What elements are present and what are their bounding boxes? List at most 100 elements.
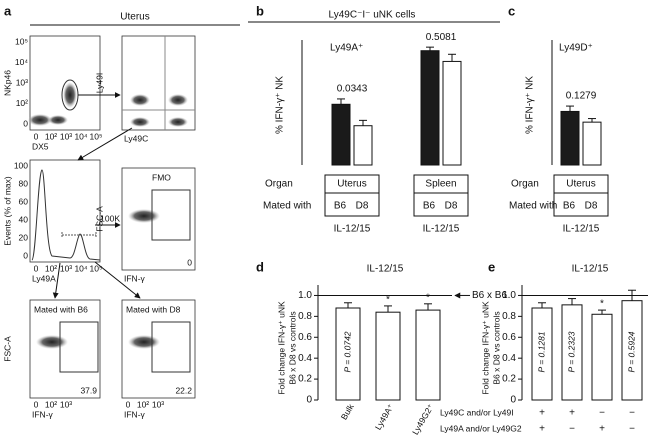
y-axis-label: % IFN-γ⁺ NK	[275, 76, 286, 134]
cell-cluster	[130, 117, 150, 127]
y-tick-label: 0	[510, 395, 516, 406]
p-value: 0.5081	[426, 32, 457, 43]
tick-label: 10²	[45, 131, 57, 141]
tick-label: 10⁴	[74, 263, 87, 273]
category-label: Uterus	[337, 179, 366, 190]
panel-label: b	[256, 3, 264, 18]
panel-label: c	[508, 3, 515, 18]
gate	[151, 189, 191, 241]
y-tick-label: 1.0	[298, 290, 312, 301]
row-label: Ly49A and/or Ly49G2	[440, 423, 522, 433]
bar	[353, 125, 373, 166]
bar	[582, 121, 602, 166]
significance: *	[386, 295, 390, 306]
row-sign: −	[629, 424, 635, 435]
plot-frame	[29, 159, 101, 263]
row-label: Ly49C and/or Ly49I	[440, 407, 514, 417]
category-label: Uterus	[566, 179, 595, 190]
arrow	[94, 261, 141, 299]
tick-label: 10²	[45, 263, 57, 273]
row-label: Organ	[265, 179, 293, 190]
subset-label: Ly49D⁺	[559, 43, 593, 54]
cell-cluster	[36, 335, 68, 349]
tick-label: 10²	[137, 399, 149, 409]
chart-title: IL-12/15	[572, 264, 609, 275]
subset-label: Ly49A⁺	[330, 43, 363, 54]
plot-title: Mated with D8	[126, 304, 181, 314]
y-tick-label: 0.4	[298, 353, 312, 364]
tick-label: 40	[19, 214, 29, 224]
chart-title: IL-12/15	[367, 264, 404, 275]
bar	[591, 313, 613, 401]
table-box	[324, 174, 380, 217]
gate	[61, 232, 97, 238]
y-tick-label: 0.8	[502, 311, 516, 322]
y-tick-label: 0.6	[298, 332, 312, 343]
legend-entry: B6	[334, 201, 347, 212]
y-axis-label: Fold change IFN-γ⁺ uNK	[480, 301, 490, 395]
tick-label: 10⁴	[74, 131, 87, 141]
tick-label: 60	[19, 196, 29, 206]
plot-frame	[29, 299, 101, 399]
cell-cluster	[128, 209, 160, 223]
tick-label: 10²	[45, 399, 57, 409]
axis-label: Ly49C	[124, 133, 148, 143]
plot-frame	[121, 35, 196, 131]
bar	[415, 309, 441, 401]
axis-label: IFN-γ	[32, 409, 54, 419]
tick-label: 10³	[60, 131, 72, 141]
tick-label: 0	[126, 399, 131, 409]
significance: *	[426, 292, 430, 303]
axis-label: Ly49I	[94, 73, 104, 93]
cell-cluster	[48, 115, 68, 125]
bar	[560, 110, 580, 166]
axis-label: IFN-γ	[124, 409, 146, 419]
category-label: Ly49A⁺	[373, 402, 396, 432]
panel-label: d	[256, 259, 264, 274]
tick-label: 100	[14, 160, 28, 170]
tick-label: 100K	[100, 213, 120, 223]
tick-label: 10³	[60, 263, 72, 273]
plot-title: Mated with B6	[34, 304, 88, 314]
tick-label: 10⁴	[15, 57, 28, 67]
panel-label: e	[488, 259, 495, 274]
table-box	[553, 174, 609, 217]
row-label: Mated with	[263, 201, 311, 212]
row-sign: −	[569, 424, 575, 435]
tick-label: 10²	[16, 98, 28, 108]
tick-label: 10⁵	[15, 36, 28, 46]
category-label: Ly49G2⁺	[410, 402, 436, 437]
table-box	[413, 174, 469, 217]
y-tick-label: 0.4	[502, 353, 516, 364]
cell-cluster	[63, 82, 77, 108]
y-axis-label: B6 x D8 vs controls	[491, 311, 501, 384]
p-value: 0.0343	[337, 84, 368, 95]
tick-label: 80	[19, 178, 29, 188]
significance: *	[600, 299, 604, 310]
p-label: P = 0.5924	[626, 331, 636, 372]
row-sign: +	[599, 424, 605, 435]
cell-cluster	[168, 94, 188, 106]
gate	[59, 321, 99, 373]
tick-label: 10⁵	[90, 131, 103, 141]
tick-label: 10³	[152, 399, 164, 409]
bar	[420, 50, 440, 166]
row-sign: +	[569, 408, 575, 419]
panel-label: a	[4, 3, 12, 18]
tick-label: 0	[34, 263, 39, 273]
y-tick-label: 0	[306, 395, 312, 406]
tick-label: 0	[23, 250, 28, 260]
tick-label: 10⁵	[90, 263, 103, 273]
cell-cluster	[28, 114, 52, 126]
row-sign: +	[539, 408, 545, 419]
row-label: Mated with	[509, 201, 557, 212]
stimulation-label: IL-12/15	[423, 224, 460, 235]
axis-label: IFN-γ	[124, 273, 146, 283]
chart-title: Ly49C⁻I⁻ uNK cells	[329, 10, 416, 21]
tick-label: 0	[34, 399, 39, 409]
tick-label: 0	[23, 118, 28, 128]
gate-value: 0	[187, 257, 192, 267]
category-label: Spleen	[425, 179, 456, 190]
p-label: P = 0.2323	[566, 331, 576, 372]
